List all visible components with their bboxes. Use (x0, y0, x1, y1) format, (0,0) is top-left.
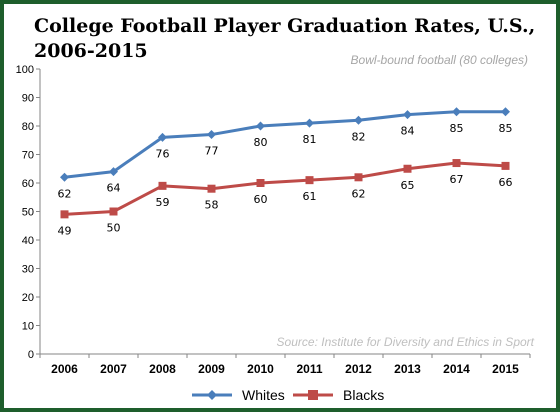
data-label: 67 (450, 173, 464, 186)
series-whites: 62 64 76 77 80 81 82 84 85 85 (58, 107, 513, 200)
series-line (64, 161, 506, 216)
x-tick-label: 2014 (443, 362, 470, 376)
y-tick-label: 70 (22, 150, 34, 162)
data-point (354, 115, 363, 125)
x-tick-label: 2015 (492, 362, 519, 376)
legend-item-whites: Whites (192, 387, 285, 403)
series-line (64, 110, 506, 179)
legend-label: Blacks (343, 387, 384, 403)
y-tick-label: 20 (22, 292, 34, 304)
y-tick-label: 0 (28, 349, 34, 361)
y-tick-label: 80 (22, 121, 34, 133)
data-label: 64 (107, 182, 121, 195)
data-point (452, 107, 461, 117)
data-label: 80 (254, 136, 268, 149)
data-point (501, 161, 510, 170)
data-label: 50 (107, 222, 121, 235)
chart-source: Source: Institute for Diversity and Ethi… (277, 335, 535, 349)
data-point (158, 132, 167, 142)
data-point (60, 210, 69, 219)
data-point (256, 179, 265, 187)
x-tick-label: 2011 (296, 362, 322, 376)
data-label: 62 (352, 187, 366, 200)
data-point (403, 164, 412, 173)
y-tick-label: 90 (22, 93, 34, 105)
data-point (207, 130, 216, 140)
data-point (109, 207, 118, 216)
data-label: 49 (58, 224, 72, 237)
x-tick-label: 2012 (345, 362, 372, 376)
x-tick-label: 2008 (149, 362, 176, 376)
data-label: 65 (401, 179, 415, 192)
data-point (354, 173, 363, 182)
data-point (403, 110, 412, 120)
data-label: 82 (352, 130, 366, 143)
legend: Whites Blacks (192, 387, 384, 403)
x-tick-label: 2006 (51, 362, 78, 376)
chart-title-line2: 2006-2015 (34, 40, 148, 62)
series-blacks: 49 50 59 58 60 61 62 65 67 66 (58, 159, 513, 237)
y-tick-label: 100 (16, 64, 34, 76)
data-point (256, 121, 265, 131)
x-tick-label: 2009 (198, 362, 225, 376)
legend-swatch-marker (207, 390, 217, 400)
y-tick-label: 10 (22, 321, 34, 333)
data-label: 62 (58, 187, 72, 200)
data-label: 85 (499, 122, 513, 135)
y-tick-label: 50 (22, 207, 34, 219)
legend-swatch-marker (308, 390, 318, 400)
data-label: 58 (205, 199, 219, 212)
data-label: 76 (156, 147, 170, 160)
legend-label: Whites (242, 387, 285, 403)
chart-subtitle: Bowl-bound football (80 colleges) (351, 53, 528, 67)
chart-title-line1: College Football Player Graduation Rates… (34, 15, 535, 37)
x-tick-label: 2010 (247, 362, 274, 376)
data-label: 77 (205, 145, 219, 158)
data-point (109, 167, 118, 177)
data-label: 60 (254, 193, 268, 206)
data-label: 85 (450, 122, 464, 135)
data-point (158, 181, 167, 190)
x-tick-label: 2013 (394, 362, 421, 376)
data-point (305, 118, 314, 128)
x-tick-label: 2007 (100, 362, 127, 376)
y-tick-label: 30 (22, 264, 34, 276)
data-label: 59 (156, 196, 170, 209)
data-point (501, 107, 510, 117)
data-label: 66 (499, 176, 513, 189)
data-point (207, 184, 216, 193)
series-layer: 62 64 76 77 80 81 82 84 85 85 49 50 59 58 60 61 62 65 67 66 (58, 107, 513, 237)
axes: 0 10 20 30 40 50 60 70 80 90 100 2006 2007 2008 2009 20… (16, 64, 531, 376)
legend-item-blacks: Blacks (293, 387, 384, 403)
data-point (305, 176, 314, 185)
data-point (452, 159, 461, 168)
data-label: 61 (303, 190, 317, 203)
data-label: 81 (303, 133, 317, 146)
data-label: 84 (401, 125, 415, 138)
data-point (60, 172, 69, 182)
y-tick-label: 60 (22, 178, 34, 190)
y-tick-label: 40 (22, 235, 34, 247)
